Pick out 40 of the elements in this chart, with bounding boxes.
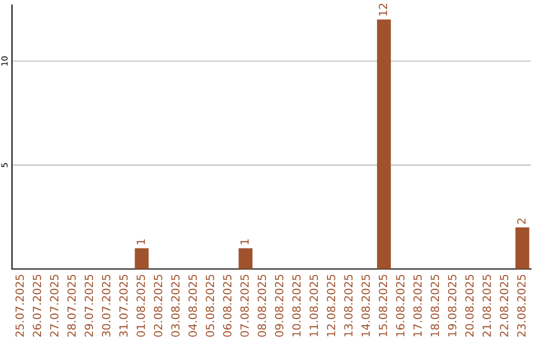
x-tick-label: 28.07.2025 xyxy=(67,274,76,337)
x-tick-label: 30.07.2025 xyxy=(102,274,110,337)
x-tick-label: 05.08.2025 xyxy=(206,274,214,337)
x-tick-label: 10.08.2025 xyxy=(292,274,301,336)
y-tick-label: 10 xyxy=(1,56,8,66)
x-tick-label: 17.08.2025 xyxy=(413,274,422,336)
x-tick-label: 04.08.2025 xyxy=(188,274,197,337)
x-tick-label: 23.08.2025 xyxy=(517,274,526,337)
x-tick-label: 18.08.2025 xyxy=(430,274,440,336)
x-tick-label: 26.07.2025 xyxy=(32,274,42,337)
x-tick-label: 01.08.2025 xyxy=(136,274,145,337)
x-tick-label: 31.07.2025 xyxy=(119,274,128,337)
x-tick-label: 11.08.2025 xyxy=(310,274,318,336)
data-label: 1 xyxy=(136,239,145,244)
bar xyxy=(515,227,530,269)
bar xyxy=(134,248,149,269)
x-tick-label: 20.08.2025 xyxy=(465,274,474,337)
x-tick-label: 06.08.2025 xyxy=(223,274,232,337)
y-tick-label: 5 xyxy=(1,163,8,168)
x-tick-label: 08.08.2025 xyxy=(258,274,266,337)
x-tick-label: 12.08.2025 xyxy=(326,274,336,336)
x-tick-label: 22.08.2025 xyxy=(500,274,508,337)
x-tick-label: 13.08.2025 xyxy=(344,274,353,336)
x-tick-label: 07.08.2025 xyxy=(240,274,249,337)
x-tick-label: 09.08.2025 xyxy=(274,274,284,337)
x-tick-label: 19.08.2025 xyxy=(448,274,456,336)
x-tick-label: 02.08.2025 xyxy=(154,274,162,337)
x-tick-label: 21.08.2025 xyxy=(482,274,491,337)
x-tick-label: 16.08.2025 xyxy=(396,274,404,336)
x-tick-label: 15.08.2025 xyxy=(378,274,388,336)
data-label: 1 xyxy=(240,239,249,244)
x-tick-label: 25.07.2025 xyxy=(15,274,24,337)
x-tick-label: 03.08.2025 xyxy=(171,274,180,337)
bar xyxy=(377,20,391,269)
x-tick-label: 27.07.2025 xyxy=(50,274,58,337)
data-label: 2 xyxy=(517,218,526,224)
x-tick-label: 29.07.2025 xyxy=(84,274,94,337)
bar xyxy=(238,248,252,269)
x-tick-label: 14.08.2025 xyxy=(361,274,370,336)
data-label: 12 xyxy=(378,4,388,16)
